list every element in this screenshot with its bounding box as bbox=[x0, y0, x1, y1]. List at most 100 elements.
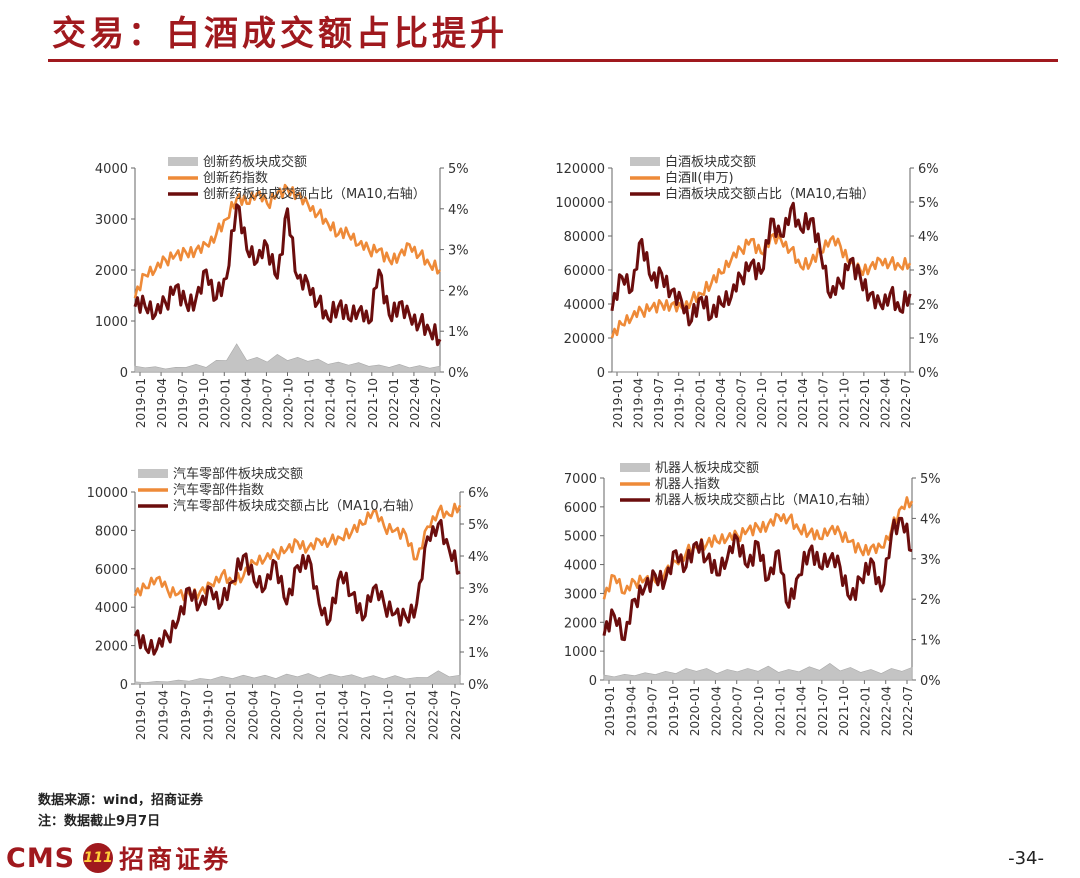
legend-label: 创新药板块成交额 bbox=[203, 154, 307, 170]
left-tick-label: 20000 bbox=[564, 332, 605, 347]
right-tick-label: 0% bbox=[468, 678, 489, 693]
left-tick-label: 6000 bbox=[95, 563, 128, 578]
x-tick-label: 2021-10 bbox=[382, 690, 396, 740]
x-tick-label: 2022-01 bbox=[858, 686, 872, 736]
x-tick-label: 2020-04 bbox=[247, 690, 261, 740]
x-tick-label: 2019-07 bbox=[179, 690, 193, 740]
right-tick-label: 6% bbox=[918, 162, 939, 177]
series-ratio-line bbox=[602, 516, 913, 642]
legend-item: 汽车零部件板块成交额 bbox=[138, 466, 303, 482]
left-tick-label: 1000 bbox=[564, 645, 597, 660]
legend-label: 机器人板块成交额 bbox=[655, 460, 759, 476]
legend-item: 白酒Ⅱ(申万) bbox=[630, 170, 734, 186]
left-tick-label: 60000 bbox=[564, 264, 605, 279]
left-tick-label: 6000 bbox=[564, 501, 597, 516]
x-tick-label: 2020-07 bbox=[269, 690, 283, 740]
x-tick-label: 2021-01 bbox=[314, 690, 328, 740]
legend-swatch bbox=[620, 463, 650, 472]
x-tick-label: 2020-10 bbox=[752, 686, 766, 736]
left-tick-label: 3000 bbox=[564, 587, 597, 602]
legend-swatch bbox=[138, 469, 168, 478]
left-tick-label: 0 bbox=[120, 366, 128, 381]
right-tick-label: 3% bbox=[468, 582, 489, 597]
series-volume-area bbox=[134, 343, 441, 373]
legend-label: 机器人板块成交额占比（MA10,右轴） bbox=[655, 492, 878, 508]
x-tick-label: 2019-04 bbox=[632, 378, 646, 428]
x-tick-label: 2020-04 bbox=[714, 378, 728, 428]
left-tick-label: 4000 bbox=[564, 559, 597, 574]
right-tick-label: 4% bbox=[918, 230, 939, 245]
left-tick-label: 2000 bbox=[95, 264, 128, 279]
chart-baijiu: 0 20000 40000 60000 80000 100000 120000 0% 1% 2% 3… bbox=[550, 150, 970, 450]
legend-swatch bbox=[168, 157, 198, 166]
x-tick-label: 2021-01 bbox=[776, 378, 790, 428]
x-tick-label: 2020-01 bbox=[224, 690, 238, 740]
page-number: -34- bbox=[1008, 848, 1044, 869]
legend-item: 汽车零部件指数 bbox=[138, 482, 264, 498]
series-ratio-line bbox=[133, 518, 461, 656]
x-tick-label: 2022-01 bbox=[858, 378, 872, 428]
chart-robot: 0 1000 2000 3000 4000 5000 6000 7000 0% 1% 2% 3% 4% 5… bbox=[552, 458, 972, 758]
source-note: 数据来源：wind，招商证券 bbox=[38, 793, 204, 808]
right-tick-label: 5% bbox=[920, 472, 941, 487]
left-tick-label: 80000 bbox=[564, 230, 605, 245]
series-index-line bbox=[133, 502, 462, 602]
x-tick-label: 2022-07 bbox=[899, 378, 913, 428]
x-tick-label: 2019-10 bbox=[197, 378, 211, 428]
left-tick-label: 0 bbox=[589, 674, 597, 689]
right-tick-label: 3% bbox=[920, 553, 941, 568]
cms-logo: CMS 111 招商证券 bbox=[6, 838, 231, 878]
left-tick-label: 8000 bbox=[95, 524, 128, 539]
x-tick-label: 2019-01 bbox=[134, 690, 148, 740]
right-tick-label: 0% bbox=[448, 366, 469, 381]
x-tick-label: 2022-01 bbox=[404, 690, 418, 740]
legend-item: 白酒板块成交额占比（MA10,右轴） bbox=[630, 186, 875, 202]
left-tick-label: 7000 bbox=[564, 472, 597, 487]
right-tick-label: 1% bbox=[448, 325, 469, 340]
left-tick-label: 4000 bbox=[95, 162, 128, 177]
right-tick-label: 5% bbox=[468, 518, 489, 533]
x-tick-label: 2021-07 bbox=[345, 378, 359, 428]
right-tick-label: 3% bbox=[448, 244, 469, 259]
logo-text: CMS bbox=[6, 842, 76, 874]
x-tick-label: 2022-07 bbox=[429, 378, 443, 428]
right-tick-label: 5% bbox=[448, 162, 469, 177]
left-tick-label: 2000 bbox=[564, 616, 597, 631]
left-tick-label: 100000 bbox=[555, 196, 605, 211]
right-tick-label: 2% bbox=[448, 284, 469, 299]
x-tick-label: 2022-04 bbox=[878, 378, 892, 428]
legend-label: 机器人指数 bbox=[655, 477, 720, 492]
legend-swatch bbox=[630, 157, 660, 166]
x-tick-label: 2019-07 bbox=[652, 378, 666, 428]
left-tick-label: 120000 bbox=[555, 162, 605, 177]
x-tick-label: 2021-04 bbox=[796, 378, 810, 428]
x-tick-label: 2021-10 bbox=[366, 378, 380, 428]
x-tick-label: 2019-10 bbox=[202, 690, 216, 740]
x-tick-label: 2021-07 bbox=[816, 686, 830, 736]
x-tick-label: 2022-07 bbox=[901, 686, 915, 736]
footnotes: 数据来源：wind，招商证券 注：数据截止9月7日 bbox=[38, 790, 203, 832]
x-tick-label: 2022-04 bbox=[427, 690, 441, 740]
x-tick-label: 2020-07 bbox=[260, 378, 274, 428]
right-tick-label: 6% bbox=[468, 486, 489, 501]
x-tick-label: 2020-10 bbox=[292, 690, 306, 740]
x-tick-label: 2020-10 bbox=[755, 378, 769, 428]
x-tick-label: 2019-01 bbox=[603, 686, 617, 736]
x-tick-label: 2019-04 bbox=[624, 686, 638, 736]
left-tick-label: 10000 bbox=[87, 486, 128, 501]
logo-company-name: 招商证券 bbox=[119, 845, 232, 874]
legend-label: 白酒板块成交额占比（MA10,右轴） bbox=[665, 186, 875, 202]
legend-item: 汽车零部件板块成交额占比（MA10,右轴） bbox=[138, 498, 422, 514]
x-tick-label: 2020-04 bbox=[239, 378, 253, 428]
left-tick-label: 40000 bbox=[564, 298, 605, 313]
legend-item: 机器人板块成交额占比（MA10,右轴） bbox=[620, 492, 878, 508]
x-tick-label: 2021-04 bbox=[324, 378, 338, 428]
legend-item: 创新药指数 bbox=[168, 170, 268, 186]
legend-label: 汽车零部件板块成交额占比（MA10,右轴） bbox=[173, 498, 422, 514]
chart-svg: 0 2000 4000 6000 8000 10000 0% 1% 2% 3% 4% 5% 6% 2019… bbox=[87, 466, 489, 740]
x-tick-label: 2019-01 bbox=[611, 378, 625, 428]
legend-label: 白酒板块成交额 bbox=[665, 154, 756, 170]
legend-item: 创新药板块成交额 bbox=[168, 154, 307, 170]
series-ratio-line bbox=[610, 201, 912, 327]
series-volume-area bbox=[603, 663, 913, 681]
